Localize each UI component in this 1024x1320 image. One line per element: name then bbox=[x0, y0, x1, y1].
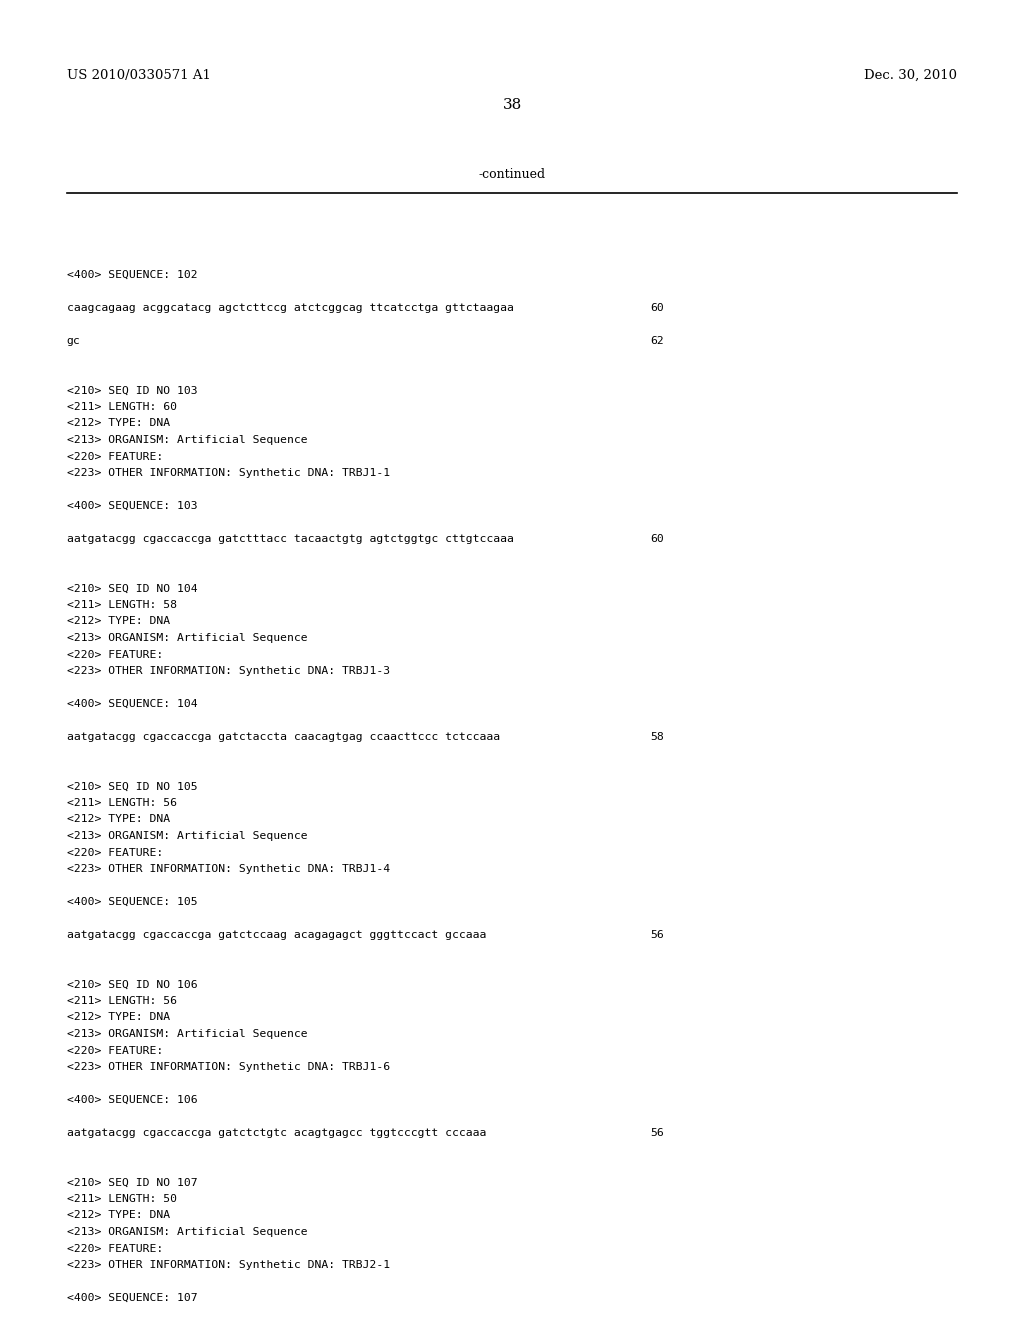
Text: caagcagaag acggcatacg agctcttccg atctcggcag ttcatcctga gttctaagaa: caagcagaag acggcatacg agctcttccg atctcgg… bbox=[67, 304, 513, 313]
Text: <223> OTHER INFORMATION: Synthetic DNA: TRBJ1-4: <223> OTHER INFORMATION: Synthetic DNA: … bbox=[67, 865, 390, 874]
Text: <213> ORGANISM: Artificial Sequence: <213> ORGANISM: Artificial Sequence bbox=[67, 436, 307, 445]
Text: 56: 56 bbox=[650, 931, 664, 940]
Text: <211> LENGTH: 56: <211> LENGTH: 56 bbox=[67, 799, 176, 808]
Text: <223> OTHER INFORMATION: Synthetic DNA: TRBJ1-6: <223> OTHER INFORMATION: Synthetic DNA: … bbox=[67, 1063, 390, 1072]
Text: <212> TYPE: DNA: <212> TYPE: DNA bbox=[67, 814, 170, 825]
Text: <210> SEQ ID NO 103: <210> SEQ ID NO 103 bbox=[67, 385, 198, 396]
Text: <220> FEATURE:: <220> FEATURE: bbox=[67, 451, 163, 462]
Text: <220> FEATURE:: <220> FEATURE: bbox=[67, 847, 163, 858]
Text: 60: 60 bbox=[650, 304, 664, 313]
Text: <400> SEQUENCE: 107: <400> SEQUENCE: 107 bbox=[67, 1294, 198, 1303]
Text: <212> TYPE: DNA: <212> TYPE: DNA bbox=[67, 616, 170, 627]
Text: <211> LENGTH: 56: <211> LENGTH: 56 bbox=[67, 997, 176, 1006]
Text: 38: 38 bbox=[503, 98, 521, 112]
Text: Dec. 30, 2010: Dec. 30, 2010 bbox=[864, 69, 957, 82]
Text: <210> SEQ ID NO 104: <210> SEQ ID NO 104 bbox=[67, 583, 198, 594]
Text: <213> ORGANISM: Artificial Sequence: <213> ORGANISM: Artificial Sequence bbox=[67, 1030, 307, 1039]
Text: <400> SEQUENCE: 106: <400> SEQUENCE: 106 bbox=[67, 1096, 198, 1105]
Text: <220> FEATURE:: <220> FEATURE: bbox=[67, 649, 163, 660]
Text: <213> ORGANISM: Artificial Sequence: <213> ORGANISM: Artificial Sequence bbox=[67, 832, 307, 841]
Text: <400> SEQUENCE: 103: <400> SEQUENCE: 103 bbox=[67, 502, 198, 511]
Text: <213> ORGANISM: Artificial Sequence: <213> ORGANISM: Artificial Sequence bbox=[67, 634, 307, 643]
Text: aatgatacgg cgaccaccga gatctaccta caacagtgag ccaacttccc tctccaaa: aatgatacgg cgaccaccga gatctaccta caacagt… bbox=[67, 733, 500, 742]
Text: gc: gc bbox=[67, 337, 80, 346]
Text: aatgatacgg cgaccaccga gatctccaag acagagagct gggttccact gccaaa: aatgatacgg cgaccaccga gatctccaag acagaga… bbox=[67, 931, 486, 940]
Text: -continued: -continued bbox=[478, 169, 546, 181]
Text: <210> SEQ ID NO 106: <210> SEQ ID NO 106 bbox=[67, 979, 198, 990]
Text: US 2010/0330571 A1: US 2010/0330571 A1 bbox=[67, 69, 211, 82]
Text: 62: 62 bbox=[650, 337, 664, 346]
Text: <210> SEQ ID NO 105: <210> SEQ ID NO 105 bbox=[67, 781, 198, 792]
Text: 58: 58 bbox=[650, 733, 664, 742]
Text: aatgatacgg cgaccaccga gatctctgtc acagtgagcc tggtcccgtt cccaaa: aatgatacgg cgaccaccga gatctctgtc acagtga… bbox=[67, 1129, 486, 1138]
Text: <400> SEQUENCE: 104: <400> SEQUENCE: 104 bbox=[67, 700, 198, 709]
Text: <220> FEATURE:: <220> FEATURE: bbox=[67, 1243, 163, 1254]
Text: <211> LENGTH: 50: <211> LENGTH: 50 bbox=[67, 1195, 176, 1204]
Text: <400> SEQUENCE: 105: <400> SEQUENCE: 105 bbox=[67, 898, 198, 907]
Text: 56: 56 bbox=[650, 1129, 664, 1138]
Text: <220> FEATURE:: <220> FEATURE: bbox=[67, 1045, 163, 1056]
Text: <223> OTHER INFORMATION: Synthetic DNA: TRBJ2-1: <223> OTHER INFORMATION: Synthetic DNA: … bbox=[67, 1261, 390, 1270]
Text: <212> TYPE: DNA: <212> TYPE: DNA bbox=[67, 418, 170, 429]
Text: <211> LENGTH: 60: <211> LENGTH: 60 bbox=[67, 403, 176, 412]
Text: <223> OTHER INFORMATION: Synthetic DNA: TRBJ1-3: <223> OTHER INFORMATION: Synthetic DNA: … bbox=[67, 667, 390, 676]
Text: <213> ORGANISM: Artificial Sequence: <213> ORGANISM: Artificial Sequence bbox=[67, 1228, 307, 1237]
Text: <212> TYPE: DNA: <212> TYPE: DNA bbox=[67, 1210, 170, 1221]
Text: <211> LENGTH: 58: <211> LENGTH: 58 bbox=[67, 601, 176, 610]
Text: aatgatacgg cgaccaccga gatctttacc tacaactgtg agtctggtgc cttgtccaaa: aatgatacgg cgaccaccga gatctttacc tacaact… bbox=[67, 535, 513, 544]
Text: <400> SEQUENCE: 102: <400> SEQUENCE: 102 bbox=[67, 271, 198, 280]
Text: <212> TYPE: DNA: <212> TYPE: DNA bbox=[67, 1012, 170, 1023]
Text: <210> SEQ ID NO 107: <210> SEQ ID NO 107 bbox=[67, 1177, 198, 1188]
Text: 60: 60 bbox=[650, 535, 664, 544]
Text: <223> OTHER INFORMATION: Synthetic DNA: TRBJ1-1: <223> OTHER INFORMATION: Synthetic DNA: … bbox=[67, 469, 390, 478]
